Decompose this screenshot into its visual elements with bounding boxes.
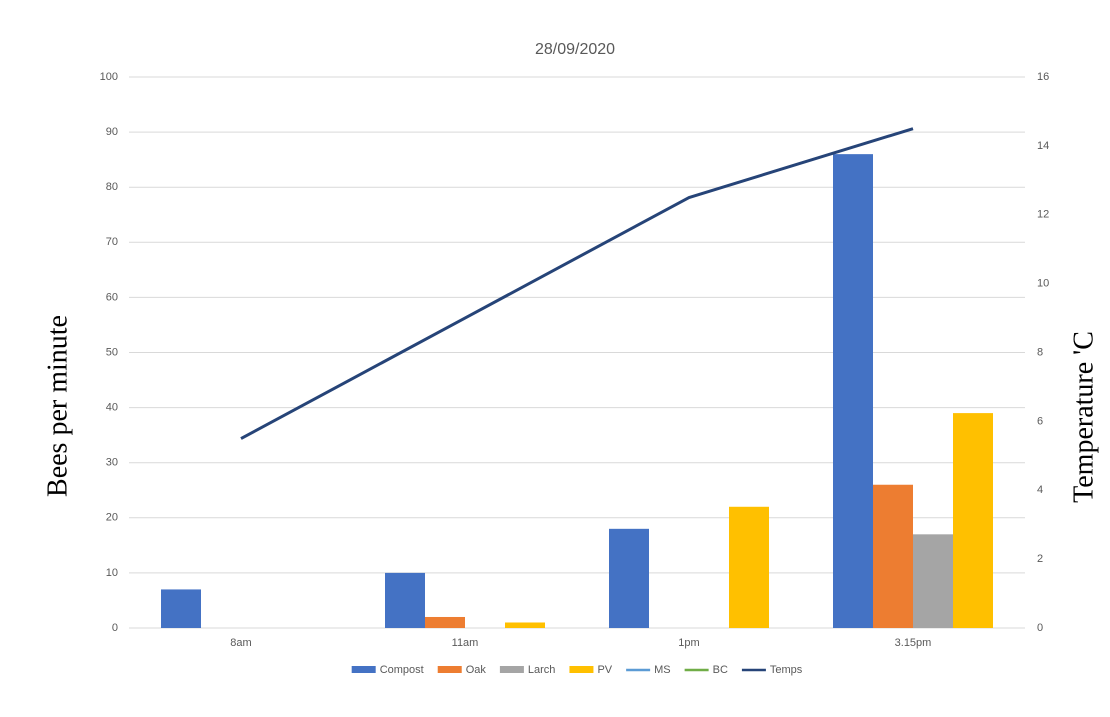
y2-axis-title: Temperature 'C xyxy=(1068,331,1099,503)
x-tick-label: 3.15pm xyxy=(895,637,932,649)
legend-label: Larch xyxy=(528,664,556,676)
y-axis-title: Bees per minute xyxy=(42,315,73,497)
y-tick-label: 50 xyxy=(106,346,118,358)
bar xyxy=(913,534,953,628)
y-tick-label: 20 xyxy=(106,512,118,524)
legend-label: Temps xyxy=(770,664,803,676)
y2-tick-label: 6 xyxy=(1037,415,1043,427)
bar xyxy=(385,572,425,628)
legend-swatch xyxy=(569,666,594,673)
y-tick-label: 0 xyxy=(112,622,118,634)
y-tick-label: 10 xyxy=(106,567,118,579)
y-tick-label: 40 xyxy=(106,402,118,414)
bar xyxy=(873,484,913,628)
chart-title: 28/09/2020 xyxy=(535,41,615,58)
y2-tick-label: 2 xyxy=(1037,553,1043,565)
legend-label: BC xyxy=(713,664,728,676)
y-tick-label: 90 xyxy=(106,126,118,138)
bar xyxy=(953,413,993,628)
bar xyxy=(161,589,201,628)
x-tick-label: 8am xyxy=(230,637,251,649)
legend-swatch xyxy=(437,666,462,673)
y2-tick-label: 0 xyxy=(1037,622,1043,634)
bar xyxy=(729,506,769,628)
legend-label: MS xyxy=(654,664,671,676)
y2-tick-label: 10 xyxy=(1037,278,1049,290)
legend-swatch xyxy=(351,666,376,673)
bar xyxy=(425,616,465,628)
y-tick-label: 80 xyxy=(106,181,118,193)
bar xyxy=(609,528,649,628)
y2-tick-label: 8 xyxy=(1037,346,1043,358)
legend-label: PV xyxy=(597,664,612,676)
bar xyxy=(505,622,545,628)
y-tick-label: 60 xyxy=(106,291,118,303)
bar xyxy=(833,154,873,628)
x-tick-label: 1pm xyxy=(678,637,699,649)
x-tick-label: 11am xyxy=(452,637,479,649)
y2-tick-label: 4 xyxy=(1037,484,1043,496)
legend-swatch xyxy=(499,666,524,673)
y2-tick-label: 16 xyxy=(1037,71,1049,83)
line xyxy=(240,127,914,440)
y-tick-label: 70 xyxy=(106,236,118,248)
y-tick-label: 30 xyxy=(106,457,118,469)
y2-tick-label: 14 xyxy=(1037,140,1049,152)
legend-label: Oak xyxy=(466,664,487,676)
legend-label: Compost xyxy=(380,664,424,676)
y-tick-label: 100 xyxy=(100,71,118,83)
y2-tick-label: 12 xyxy=(1037,209,1049,221)
